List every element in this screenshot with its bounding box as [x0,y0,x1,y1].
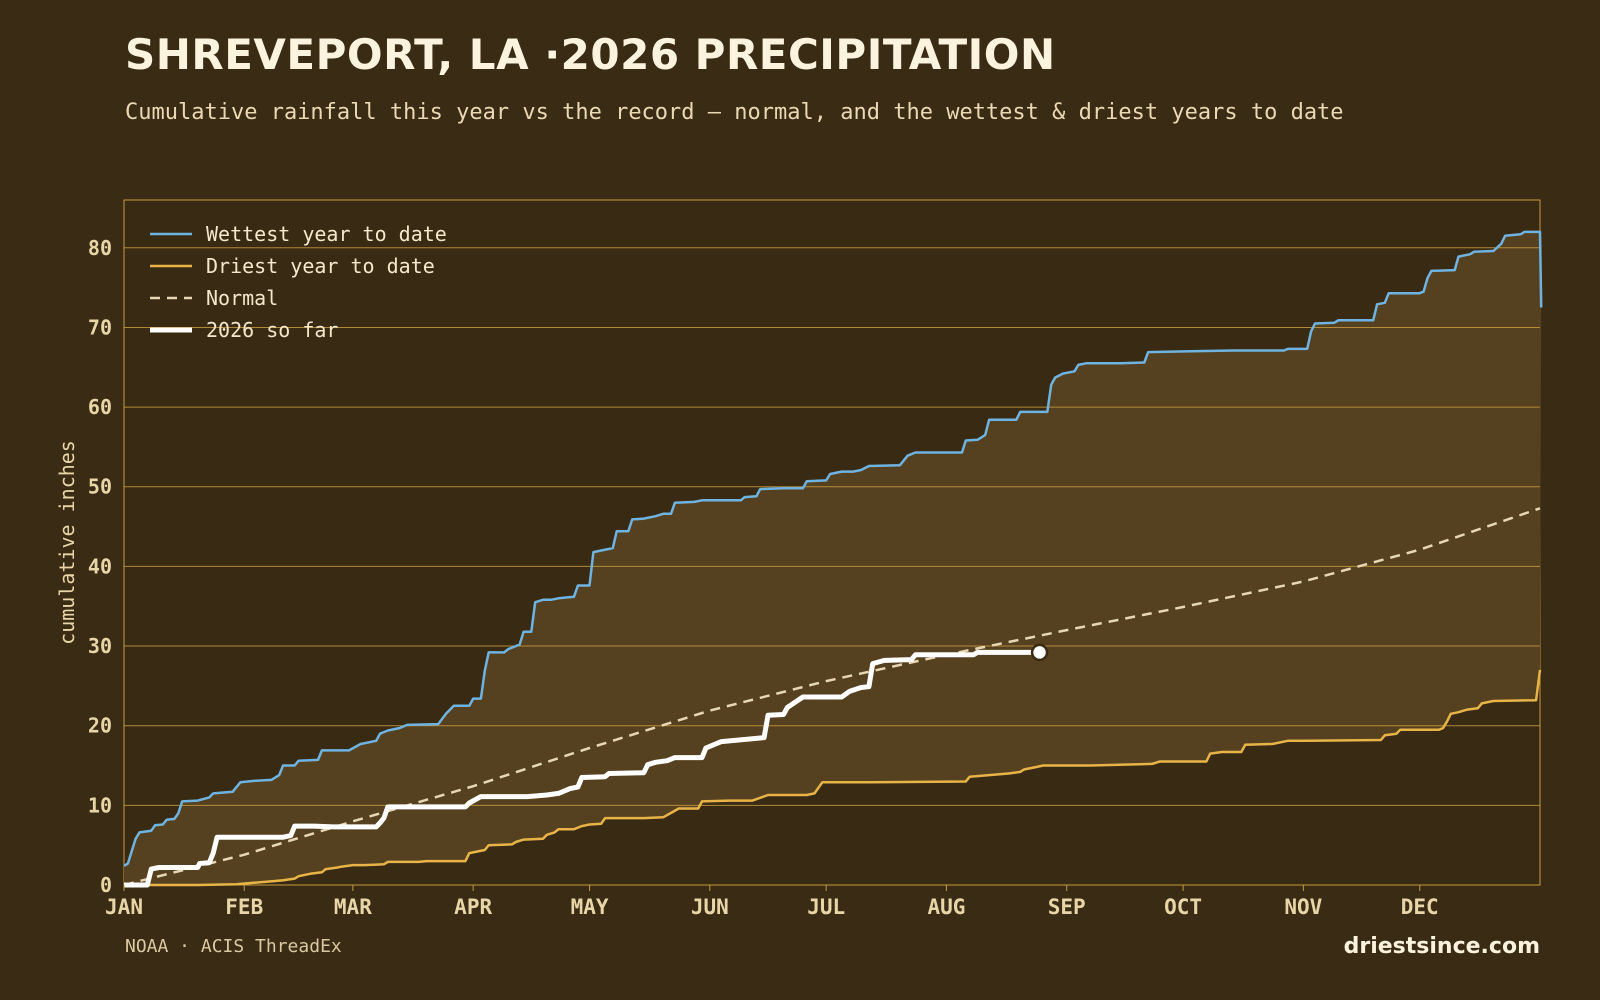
legend-label: Normal [206,286,278,310]
series-line-1 [123,230,1543,867]
series-lines [123,230,1543,888]
x-tick-label: OCT [1164,895,1202,919]
wet-dry-band [124,231,1542,885]
source-credit: NOAA · ACIS ThreadEx [125,936,342,957]
x-tick-label: DEC [1401,895,1439,919]
legend-label: 2026 so far [206,318,338,342]
legend-label: Driest year to date [206,254,435,278]
x-tick-label: APR [454,895,492,919]
y-tick-label: 30 [88,634,112,658]
y-tick-label: 50 [88,475,112,499]
y-tick-label: 10 [88,793,112,817]
series-line-4 [124,649,1040,888]
x-tick-label: JUN [691,895,729,919]
y-tick-label: 0 [100,873,112,897]
page-subtitle: Cumulative rainfall this year vs the rec… [125,100,1344,125]
x-tick-label: FEB [225,895,263,919]
series-line-3 [123,507,1541,887]
x-tick-label: MAY [571,895,609,919]
page-title: SHREVEPORT, LA ·2026 PRECIPITATION [125,30,1056,79]
axes: 0 10 20 30 40 50 60 70 80 JAN FEB MAR APR MAY JUN JUL AU… [88,236,1439,919]
y-tick-label: 60 [88,395,112,419]
x-tick-label: JAN [105,895,143,919]
legend-label: Wettest year to date [206,222,447,246]
legend: Wettest year to date Driest year to date N… [150,222,447,342]
current-value-marker [1030,643,1049,662]
x-tick-label: MAR [334,895,372,919]
x-tick-label: SEP [1048,895,1086,919]
y-axis-label: cumulative inches [55,440,79,645]
x-tick-label: NOV [1284,895,1322,919]
x-tick-label: AUG [927,895,965,919]
y-tick-label: 70 [88,315,112,339]
x-tick-label: JUL [807,895,845,919]
range-band [124,231,1542,885]
series-line-2 [124,669,1542,887]
y-tick-label: 40 [88,554,112,578]
brand-link[interactable]: driestsince.com [1343,934,1540,959]
y-tick-label: 20 [88,714,112,738]
grid-lines [124,247,1540,806]
y-tick-label: 80 [88,236,112,260]
